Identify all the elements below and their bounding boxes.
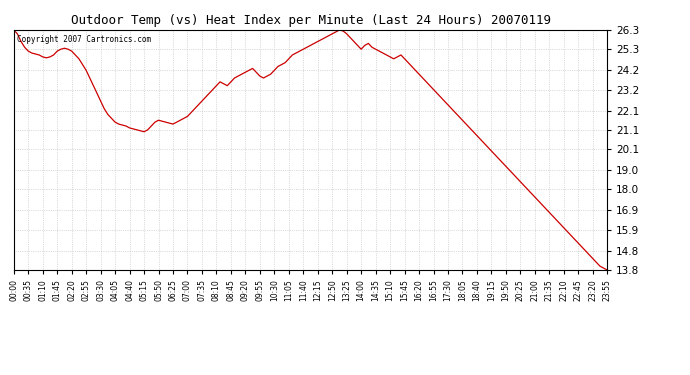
Text: Copyright 2007 Cartronics.com: Copyright 2007 Cartronics.com bbox=[17, 35, 151, 44]
Title: Outdoor Temp (vs) Heat Index per Minute (Last 24 Hours) 20070119: Outdoor Temp (vs) Heat Index per Minute … bbox=[70, 15, 551, 27]
